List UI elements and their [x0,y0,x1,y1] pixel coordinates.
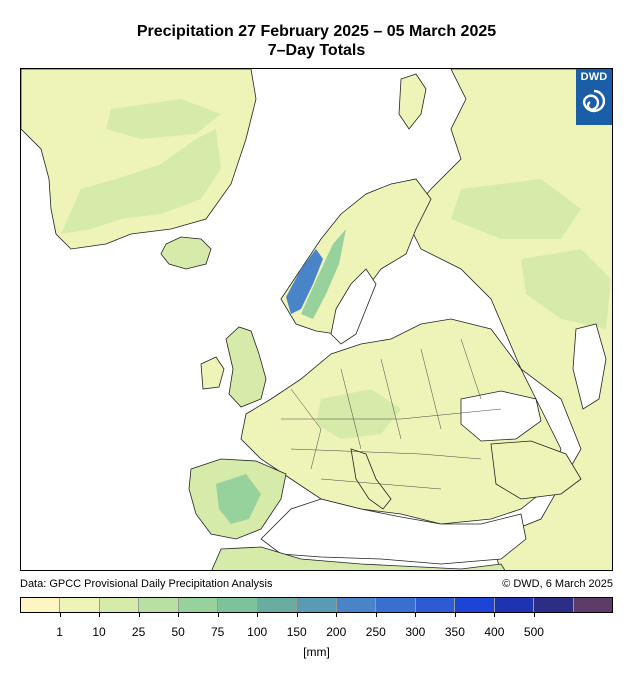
north-africa [211,546,506,570]
russia-wet-zone-2 [521,249,611,329]
scale-tick [257,612,259,617]
color-swatch-5 [178,598,219,612]
color-scale-unit: [mm] [303,645,330,659]
color-swatch-4 [139,598,179,612]
scale-tick-label: 200 [326,625,347,639]
scale-tick-label: 400 [484,625,505,639]
baltic-sea [330,268,377,345]
great-britain-landmass [225,326,267,408]
scale-tick [59,612,61,617]
color-scale-ticks [20,612,613,620]
color-swatch-1 [21,598,61,612]
scale-tick-label: 25 [131,625,146,639]
scale-tick [296,612,298,617]
data-source-note: Data: GPCC Provisional Daily Precipitati… [20,578,273,590]
scale-tick [138,612,140,617]
black-sea [460,390,542,442]
color-swatch-15 [573,598,613,612]
dwd-logo: DWD [576,69,612,125]
map-title: Precipitation 27 February 2025 – 05 Marc… [136,23,497,40]
color-swatch-8 [297,598,337,612]
color-scale-bar [20,597,613,613]
color-swatch-12 [455,598,495,612]
color-swatch-6 [218,598,258,612]
greenland-wet-zone [61,129,221,234]
scale-tick-label: 50 [171,625,185,639]
copyright-credit: © DWD, 6 March 2025 [502,578,613,590]
scale-tick [217,612,219,617]
scale-tick [99,612,101,617]
greenland-wet-zone-2 [106,99,221,139]
norway-wet-zone [301,229,346,319]
scale-tick-label: 1 [56,625,63,639]
greenland-landmass [21,69,257,250]
scale-tick-label: 10 [92,625,106,639]
color-swatch-11 [415,598,456,612]
scale-tick-label: 100 [247,625,268,639]
color-swatch-14 [534,598,574,612]
caspian-sea [572,323,607,410]
iceland-landmass [160,236,212,270]
scale-tick-label: 300 [405,625,426,639]
scale-tick-label: 350 [444,625,465,639]
scale-tick-label: 150 [286,625,307,639]
map-subtitle: 7–Day Totals [267,42,366,59]
russia-wet-zone [451,179,581,239]
dwd-logo-text: DWD [580,71,608,83]
scale-tick [375,612,377,617]
scale-tick-label: 75 [210,625,225,639]
map-canvas [21,69,612,570]
scale-tick [454,612,456,617]
color-swatch-2 [60,598,100,612]
color-swatch-13 [494,598,535,612]
anatolia [490,440,582,500]
norway-heavy-precipitation [286,249,323,314]
precipitation-map[interactable]: DWD [20,68,613,571]
scale-tick [415,612,417,617]
country-borders [281,338,502,490]
scale-tick-label: 500 [523,625,544,639]
dwd-swirl-icon [582,89,606,113]
mediterranean-sea [260,498,527,565]
scale-tick-label: 250 [365,625,386,639]
continental-europe [240,318,562,525]
color-scale-labels: 1 10 25 50 75 100 150 200 250 300 350 400 500 [20,625,613,641]
ireland-landmass [200,356,225,390]
color-swatch-7 [257,598,298,612]
scale-tick [336,612,338,617]
scale-tick [533,612,535,617]
color-swatch-9 [336,598,377,612]
scale-tick [494,612,496,617]
scale-tick [178,612,180,617]
color-swatch-10 [376,598,416,612]
central-europe-wet-zone [316,389,401,439]
color-swatch-3 [99,598,140,612]
svalbard-landmass [398,73,427,130]
iberia-wet-zone [216,474,261,524]
